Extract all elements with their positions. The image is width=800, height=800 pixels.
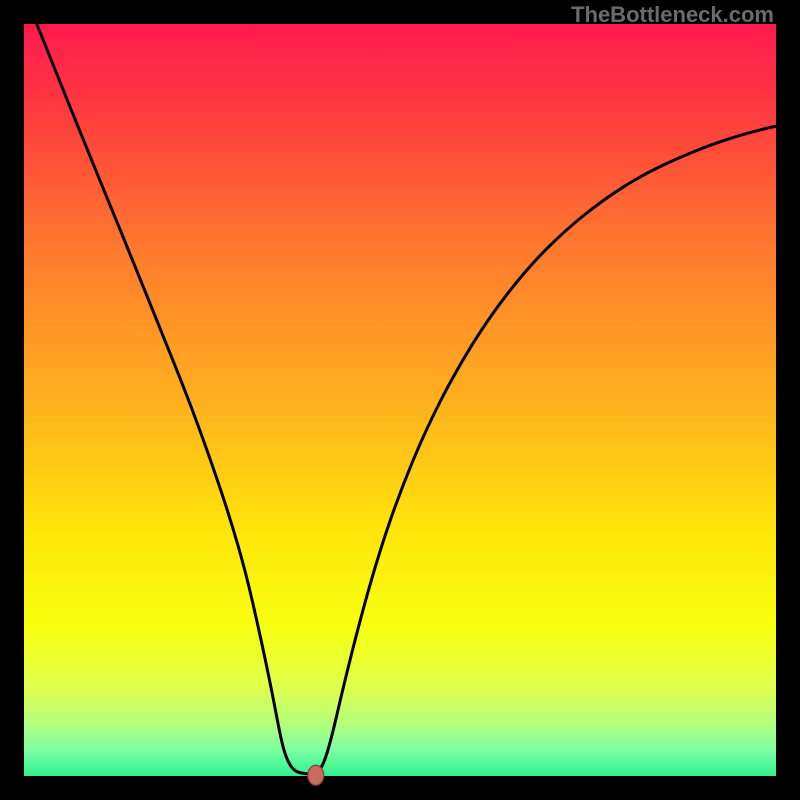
optimal-point-marker [308, 765, 324, 785]
chart-container: TheBottleneck.com [0, 0, 800, 800]
watermark-label: TheBottleneck.com [571, 2, 774, 28]
bottleneck-chart [0, 0, 800, 800]
plot-background [24, 24, 776, 776]
